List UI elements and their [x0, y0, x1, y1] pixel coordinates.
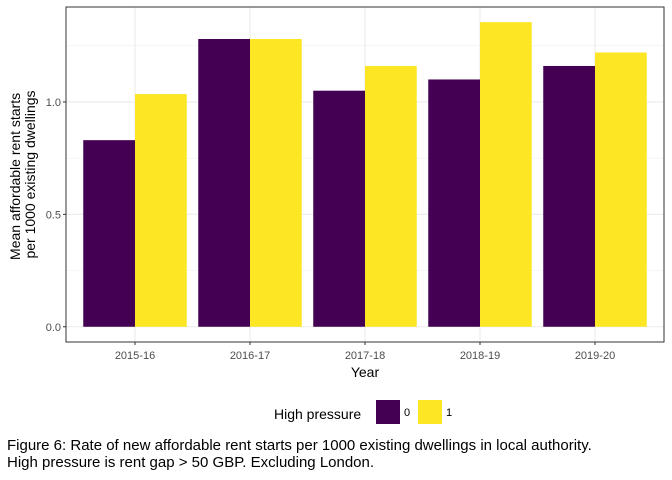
bar-series-0-2016-17	[198, 38, 250, 327]
legend-title: High pressure	[274, 406, 361, 422]
legend-key-0	[376, 400, 400, 424]
bar-series-0-2017-18	[313, 90, 365, 327]
bar-series-1-2018-19	[480, 22, 532, 327]
x-axis: 2015-16 2016-17 2017-18 2018-19 2019-20	[115, 342, 615, 362]
bars	[83, 22, 647, 327]
x-tick-label: 2016-17	[230, 350, 270, 362]
y-axis: 0.0 0.5 1.0	[46, 97, 66, 334]
bar-series-1-2017-18	[365, 65, 417, 327]
legend-label-1: 1	[446, 407, 452, 419]
figure-caption: Figure 6: Rate of new affordable rent st…	[7, 437, 667, 471]
bar-series-1-2016-17	[250, 38, 302, 327]
y-tick-label: 1.0	[46, 97, 61, 109]
x-tick-label: 2015-16	[115, 350, 155, 362]
bar-series-0-2019-20	[543, 65, 595, 327]
y-axis-title: Mean affordable rent starts per 1000 exi…	[7, 89, 38, 260]
x-tick-label: 2019-20	[575, 350, 615, 362]
legend: High pressure 0 1	[274, 400, 452, 424]
bar-series-1-2015-16	[135, 94, 187, 327]
bar-series-0-2018-19	[428, 79, 480, 327]
x-tick-label: 2017-18	[345, 350, 385, 362]
x-tick-label: 2018-19	[460, 350, 500, 362]
caption-line-2: High pressure is rent gap > 50 GBP. Excl…	[7, 454, 375, 471]
bar-chart: 0.00.51.0 2015-16 2016-17 2017-18 2018-19 20…	[7, 6, 665, 424]
y-tick-label: 0.0	[46, 322, 61, 334]
y-tick-label: 0.5	[46, 209, 61, 221]
bar-series-1-2019-20	[595, 52, 647, 327]
y-axis-title-line-1: Mean affordable rent starts	[7, 93, 23, 260]
x-axis-title: Year	[351, 364, 380, 380]
caption-line-1: Figure 6: Rate of new affordable rent st…	[7, 437, 592, 454]
legend-key-1	[418, 400, 442, 424]
y-axis-title-line-2: per 1000 existing dwellings	[22, 90, 38, 258]
bar-series-0-2015-16	[83, 140, 135, 327]
legend-label-0: 0	[404, 407, 410, 419]
